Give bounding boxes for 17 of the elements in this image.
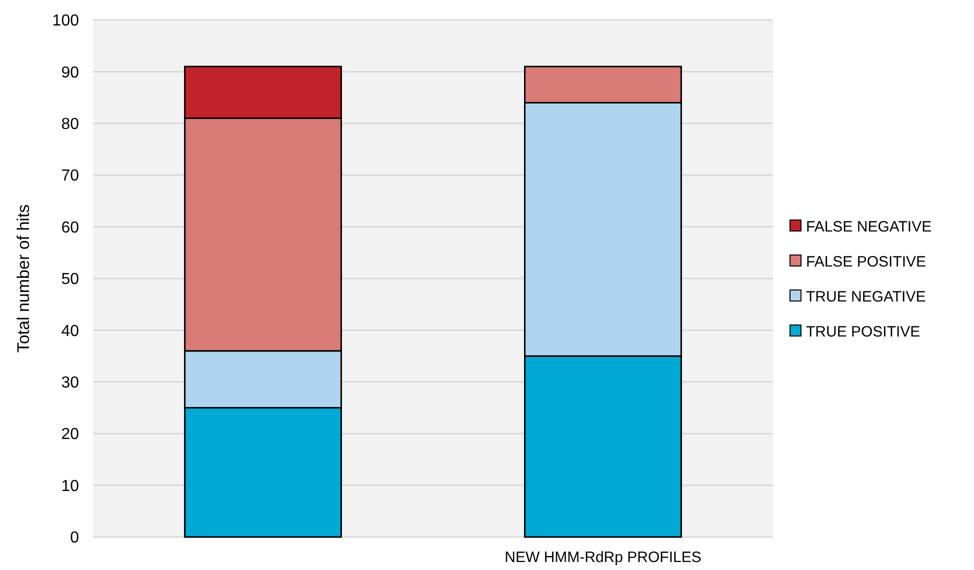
- y-axis-title: Total number of hits: [14, 204, 33, 353]
- y-tick-label: 50: [61, 271, 80, 288]
- x-tick-label: NEW HMM-RdRp PROFILES: [504, 549, 702, 566]
- y-tick-label: 60: [61, 219, 80, 236]
- legend-label: TRUE POSITIVE: [806, 323, 920, 340]
- legend-label: FALSE NEGATIVE: [806, 218, 932, 236]
- y-tick-label: 0: [70, 530, 80, 547]
- y-tick-label: 70: [61, 168, 80, 185]
- legend-label: TRUE NEGATIVE: [806, 288, 926, 306]
- y-tick-label: 100: [52, 12, 80, 30]
- y-tick-label: 20: [61, 426, 80, 444]
- legend-label: FALSE POSITIVE: [806, 253, 926, 270]
- y-tick-label: 90: [61, 64, 80, 82]
- y-tick-label: 10: [61, 478, 80, 495]
- y-tick-label: 30: [61, 374, 80, 392]
- y-tick-label: 80: [61, 116, 80, 133]
- y-tick-label: 40: [61, 322, 80, 340]
